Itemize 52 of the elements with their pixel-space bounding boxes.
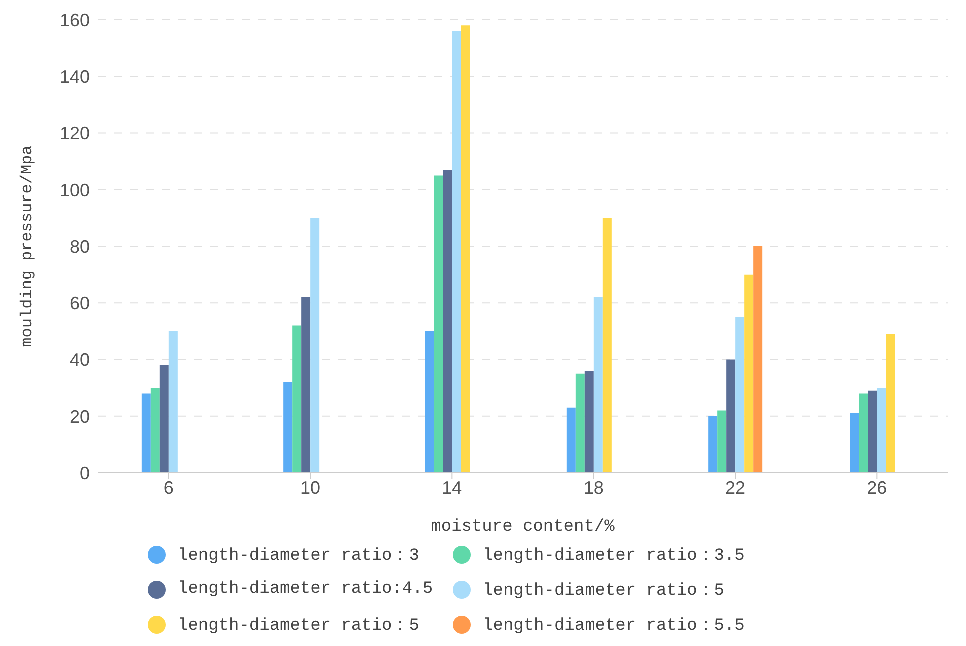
bar	[602, 218, 612, 473]
bar	[744, 274, 754, 473]
y-tick-label: 20	[70, 406, 90, 427]
bar	[594, 297, 603, 473]
y-tick-label: 80	[70, 236, 90, 257]
x-tick-label: 18	[584, 478, 604, 498]
bar	[142, 394, 151, 473]
bar	[736, 317, 745, 473]
bar	[150, 388, 160, 473]
bar	[284, 382, 293, 473]
bar	[443, 170, 452, 473]
y-tick-label: 140	[60, 67, 90, 88]
bar	[886, 334, 896, 473]
bar	[877, 388, 886, 473]
bar	[868, 390, 878, 473]
bar	[718, 410, 727, 473]
bar	[461, 26, 470, 473]
bar	[425, 331, 434, 473]
bar	[310, 218, 320, 473]
legend-label: length-diameter ratio：5	[483, 581, 724, 601]
y-tick-label: 0	[80, 463, 90, 484]
bar	[708, 416, 718, 473]
x-axis-title: moisture content/%	[431, 518, 616, 537]
y-tick-label: 120	[60, 124, 90, 144]
bar	[160, 365, 169, 473]
y-axis-title: moulding pressure/Mpa	[18, 145, 37, 348]
bar	[566, 408, 576, 473]
bar	[754, 246, 763, 473]
bar	[576, 374, 585, 473]
bar	[168, 331, 178, 473]
legend-label: length-diameter ratio：5.5	[483, 616, 745, 636]
bar	[292, 326, 302, 473]
bar	[434, 176, 444, 473]
legend-label: length-diameter ratio:4.5	[178, 580, 434, 599]
y-tick-label: 60	[70, 294, 90, 314]
bar	[859, 394, 868, 473]
x-tick-label: 6	[164, 478, 174, 498]
legend-label: length-diameter ratio：5	[178, 616, 420, 636]
bar	[302, 297, 311, 473]
bar	[726, 360, 736, 473]
x-tick-label: 10	[300, 478, 321, 498]
x-tick-label: 26	[867, 478, 888, 498]
legend-label: length-diameter ratio：3.5	[483, 546, 745, 566]
y-tick-label: 160	[60, 10, 90, 30]
legend-label: length-diameter ratio：3	[178, 546, 420, 566]
x-tick-label: 22	[725, 478, 746, 498]
y-tick-label: 40	[70, 350, 90, 370]
x-tick-label: 14	[442, 478, 462, 498]
bar	[452, 31, 462, 473]
bar	[584, 371, 594, 473]
bar	[850, 414, 860, 473]
y-tick-label: 100	[60, 180, 90, 200]
